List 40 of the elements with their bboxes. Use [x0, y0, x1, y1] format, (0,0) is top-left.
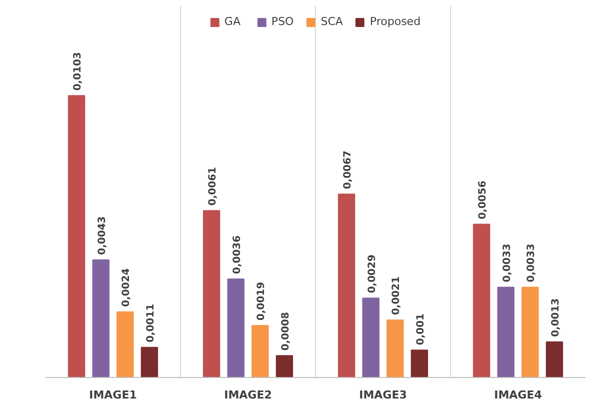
data-label: 0,0061	[208, 166, 219, 206]
x-tick-label: IMAGE2	[224, 388, 272, 402]
bar	[252, 325, 269, 378]
bar	[410, 350, 428, 378]
data-label: 0,0019	[256, 282, 268, 321]
data-label: 0,0103	[72, 52, 84, 91]
bar	[546, 341, 564, 378]
bar	[68, 95, 86, 378]
bar	[472, 224, 490, 378]
data-label: 0,0011	[145, 304, 156, 342]
data-label: 0,0067	[342, 150, 354, 190]
bar	[338, 194, 356, 378]
data-label: 0,0043	[96, 216, 108, 255]
x-tick-label: IMAGE1	[89, 388, 137, 402]
legend-label: GA	[224, 15, 242, 28]
x-tick-label: IMAGE4	[494, 388, 542, 402]
bar	[116, 311, 134, 378]
bar	[227, 278, 244, 378]
x-tick-label: IMAGE3	[359, 388, 407, 402]
bar	[386, 320, 404, 378]
data-label: 0,001	[415, 313, 426, 346]
bar	[92, 259, 110, 378]
data-label: 0,0033	[502, 244, 513, 282]
data-label: 0,0021	[391, 276, 402, 316]
legend-label: Proposed	[370, 15, 421, 28]
data-label: 0,0033	[526, 244, 538, 282]
bar	[362, 298, 380, 378]
bar	[140, 346, 158, 378]
data-label: 0,0029	[366, 254, 378, 294]
data-label: 0,0013	[550, 298, 562, 337]
bar	[497, 286, 514, 378]
bar	[276, 355, 294, 378]
bar	[202, 210, 220, 378]
data-label: 0,0056	[478, 180, 489, 220]
data-label: 0,0036	[232, 235, 243, 274]
bar	[522, 286, 539, 378]
data-label: 0,0024	[121, 268, 132, 307]
legend-label: SCA	[320, 15, 343, 28]
data-label: 0,0008	[280, 312, 292, 351]
legend-label: PSO	[271, 15, 294, 28]
